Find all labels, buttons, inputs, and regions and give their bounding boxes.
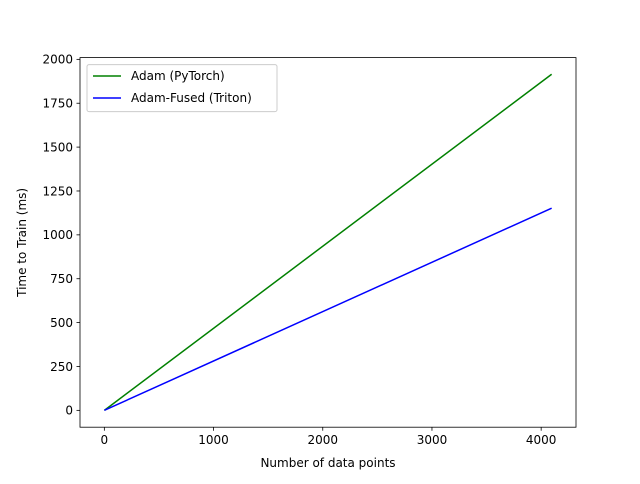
series-lines [103, 73, 553, 412]
y-tick-label: 250 [50, 360, 73, 374]
x-tick-label: 3000 [417, 433, 448, 447]
y-tick-label: 1750 [42, 97, 73, 111]
y-axis-label: Time to Train (ms) [15, 188, 29, 298]
legend-frame [86, 64, 278, 113]
y-tick-label: 750 [50, 272, 73, 286]
x-tick-label: 1000 [198, 433, 229, 447]
legend-label-adam-pytorch: Adam (PyTorch) [131, 69, 225, 83]
y-tick-label: 1000 [42, 228, 73, 242]
y-tick-label: 2000 [42, 53, 73, 67]
x-tick-label: 0 [101, 433, 109, 447]
legend: Adam (PyTorch) Adam-Fused (Triton) [86, 64, 278, 113]
y-tick-label: 0 [65, 404, 73, 418]
x-tick-label: 4000 [526, 433, 557, 447]
x-tick-label: 2000 [307, 433, 338, 447]
legend-label-adam-fused-triton: Adam-Fused (Triton) [131, 91, 252, 105]
x-axis-ticks: 0 1000 2000 3000 4000 [101, 427, 557, 447]
x-axis-label: Number of data points [260, 456, 395, 470]
series-line-adam-pytorch [103, 73, 553, 411]
y-tick-label: 1500 [42, 140, 73, 154]
y-tick-label: 500 [50, 316, 73, 330]
plot-area-frame [79, 57, 577, 428]
series-line-adam-fused-triton [104, 207, 552, 412]
y-tick-label: 1250 [42, 184, 73, 198]
y-axis-ticks: 0 250 500 750 1000 1250 1500 1750 2000 [42, 53, 80, 418]
